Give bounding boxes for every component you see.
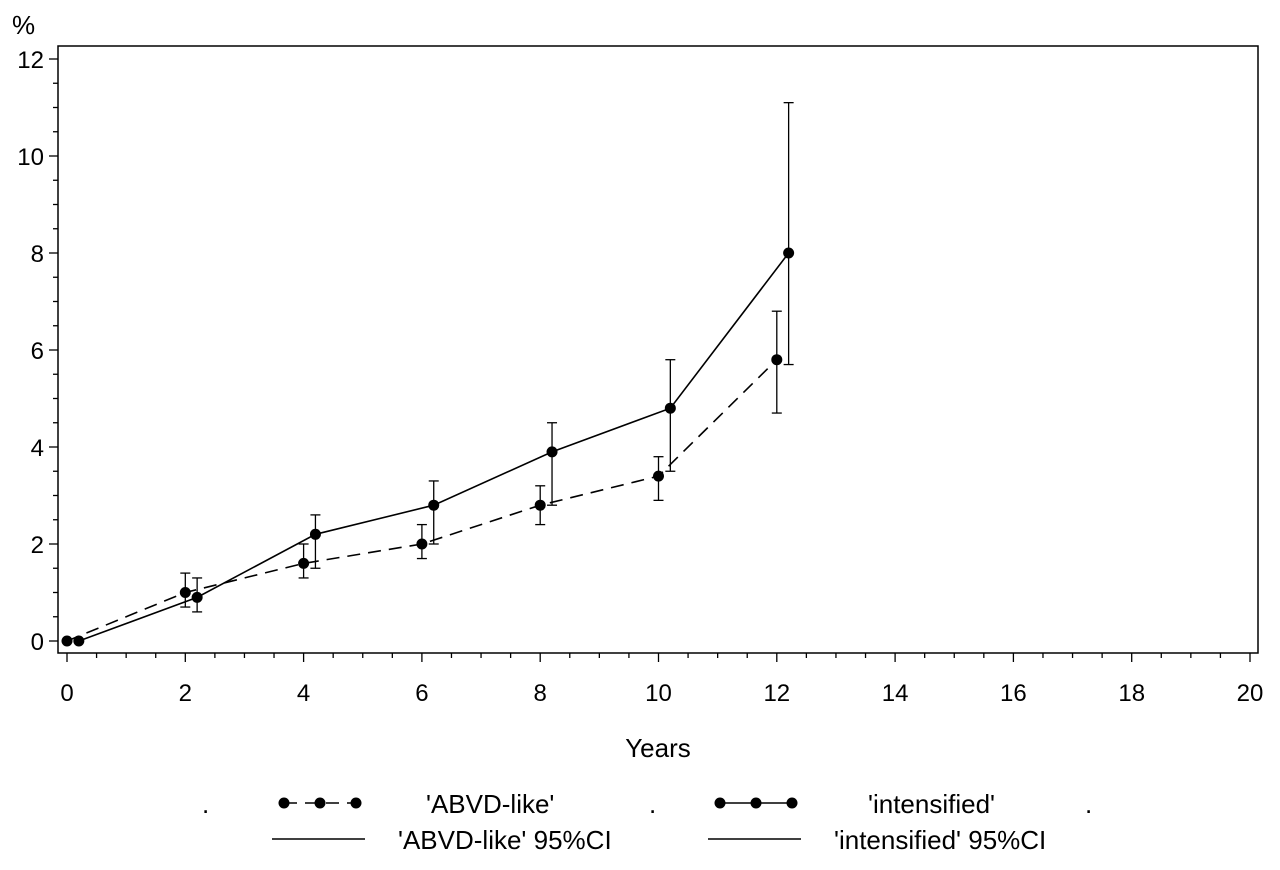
legend-marker	[750, 797, 762, 809]
y-tick-label: 8	[31, 241, 44, 268]
data-point-abvd-like	[416, 538, 428, 550]
x-tick-label: 10	[645, 680, 672, 707]
data-point-intensified	[191, 591, 203, 603]
legend-marker	[786, 797, 798, 809]
data-point-abvd-like	[61, 635, 73, 647]
data-point-abvd-like	[298, 557, 310, 569]
legend-marker	[278, 797, 290, 809]
legend-separator: .	[202, 789, 209, 819]
x-tick-label: 18	[1118, 680, 1145, 707]
data-point-intensified	[664, 402, 676, 414]
legend-marker	[714, 797, 726, 809]
data-point-abvd-like	[179, 587, 191, 598]
legend-label-abvd-like: 'ABVD-like'	[426, 789, 554, 819]
y-tick-label: 6	[31, 338, 44, 365]
series-layer	[61, 102, 795, 647]
x-tick-label: 2	[179, 680, 192, 707]
legend-symbol-intensified	[714, 797, 798, 809]
data-point-intensified	[428, 499, 440, 511]
data-point-intensified	[546, 446, 558, 458]
legend-symbol-abvd-like	[278, 797, 362, 809]
data-point-intensified	[73, 635, 85, 647]
x-tick-label: 16	[1000, 680, 1027, 707]
y-tick-label: 4	[31, 435, 44, 462]
data-point-abvd-like	[771, 354, 783, 366]
y-tick-label: 2	[31, 532, 44, 559]
data-point-intensified	[309, 528, 321, 540]
legend-marker	[350, 797, 362, 809]
legend-label-intensified: 'intensified'	[868, 789, 995, 819]
legend-label-intensified-ci: 'intensified' 95%CI	[834, 825, 1046, 855]
x-tick-label: 0	[60, 680, 73, 707]
y-axis: 0 2 4 6 8 10 12	[17, 47, 58, 656]
data-point-intensified	[783, 247, 795, 259]
data-point-abvd-like	[653, 470, 664, 482]
legend-label-abvd-like-ci: 'ABVD-like' 95%CI	[398, 825, 612, 855]
x-tick-label: 8	[534, 680, 547, 707]
y-axis-label: %	[12, 10, 35, 40]
y-tick-label: 10	[17, 144, 44, 171]
x-tick-label: 4	[297, 680, 310, 707]
series-abvd-like	[61, 310, 783, 647]
x-tick-label: 20	[1237, 680, 1264, 707]
legend: . 'ABVD-like' . 'intensified' . 'ABVD-li…	[202, 789, 1092, 855]
legend-separator: .	[1085, 789, 1092, 819]
y-tick-label: 12	[17, 47, 44, 74]
plot-frame-border	[57, 45, 1259, 654]
data-point-abvd-like	[534, 499, 546, 511]
x-tick-label: 12	[763, 680, 790, 707]
legend-marker	[314, 797, 326, 809]
x-axis: 0 2 4 6 8 10 12 14 16 18 20	[60, 653, 1263, 707]
x-tick-label: 14	[882, 680, 909, 707]
x-axis-label: Years	[625, 733, 691, 763]
legend-separator: .	[649, 789, 656, 819]
plot-frame	[57, 45, 1259, 654]
series-intensified	[73, 102, 795, 647]
x-tick-label: 6	[415, 680, 428, 707]
y-tick-label: 0	[31, 629, 44, 656]
